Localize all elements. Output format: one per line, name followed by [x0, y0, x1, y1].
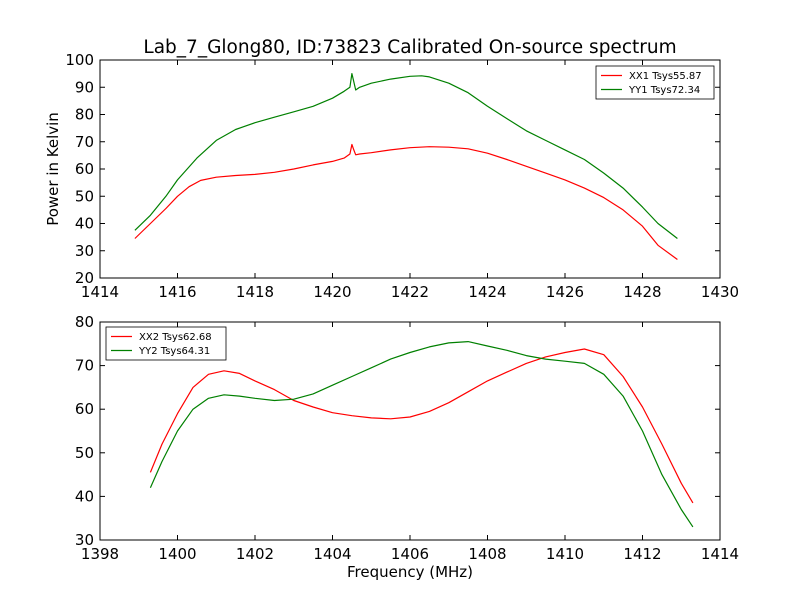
x-axis-label: Frequency (MHz)	[347, 563, 473, 581]
x-tick-label: 1430	[701, 283, 739, 301]
y-tick-label: 100	[65, 51, 94, 69]
x-tick-label: 1420	[313, 283, 351, 301]
y-tick-label: 60	[75, 400, 94, 418]
x-tick-label: 1414	[701, 545, 739, 563]
chart-title: Lab_7_Glong80, ID:73823 Calibrated On-so…	[143, 37, 676, 58]
legend-label: YY2 Tsys64.31	[138, 346, 210, 357]
series-line-1	[134, 143, 678, 260]
y-tick-label: 40	[75, 215, 94, 233]
bottom-panel: 1398 1400 1402 1404 1406 1408 1410 1412 1414 30 40…	[75, 313, 739, 563]
x-tick-label: 1418	[236, 283, 274, 301]
y-tick-label: 80	[75, 313, 94, 331]
y-tick-label: 80	[75, 106, 94, 124]
y-tick-label: 70	[75, 357, 94, 375]
x-tick-label: 1414	[81, 283, 119, 301]
y-tick-label: 30	[75, 531, 94, 549]
top-panel: 1414 1416 1418 1420 1422 1424 1426 1428 1430 20 30…	[65, 51, 739, 301]
plot-frame	[99, 59, 721, 279]
x-tick-label: 1424	[468, 283, 506, 301]
y-tick-label: 20	[75, 269, 94, 287]
series-line-1	[149, 348, 694, 504]
series-line-2	[134, 72, 678, 239]
y-tick-label: 50	[75, 187, 94, 205]
y-tick-label: 70	[75, 133, 94, 151]
x-tick-label: 1416	[158, 283, 196, 301]
legend-label: YY1 Tsys72.34	[628, 85, 700, 96]
legend-label: XX2 Tsys62.68	[139, 332, 212, 343]
legend-label: XX1 Tsys55.87	[629, 71, 702, 82]
x-tick-label: 1404	[313, 545, 351, 563]
x-tick-label: 1428	[623, 283, 661, 301]
x-tick-label: 1412	[623, 545, 661, 563]
x-tick-label: 1398	[81, 545, 119, 563]
x-tick-label: 1406	[391, 545, 429, 563]
x-tick-label: 1426	[546, 283, 584, 301]
legend-box	[105, 326, 227, 361]
plot-frame	[99, 321, 721, 541]
y-tick-label: 30	[75, 242, 94, 260]
series-line-2	[149, 341, 694, 528]
legend-box	[595, 65, 715, 100]
y-tick-label: 60	[75, 160, 94, 178]
x-tick-label: 1410	[546, 545, 584, 563]
x-tick-label: 1408	[468, 545, 506, 563]
x-tick-label: 1402	[236, 545, 274, 563]
y-tick-label: 90	[75, 78, 94, 96]
y-axis-label: Power in Kelvin	[44, 112, 62, 226]
y-tick-label: 50	[75, 444, 94, 462]
x-tick-label: 1422	[391, 283, 429, 301]
legend: XX2 Tsys62.68 YY2 Tsys64.31	[105, 326, 227, 361]
x-tick-label: 1400	[158, 545, 196, 563]
y-tick-label: 40	[75, 487, 94, 505]
legend: XX1 Tsys55.87 YY1 Tsys72.34	[595, 65, 715, 100]
